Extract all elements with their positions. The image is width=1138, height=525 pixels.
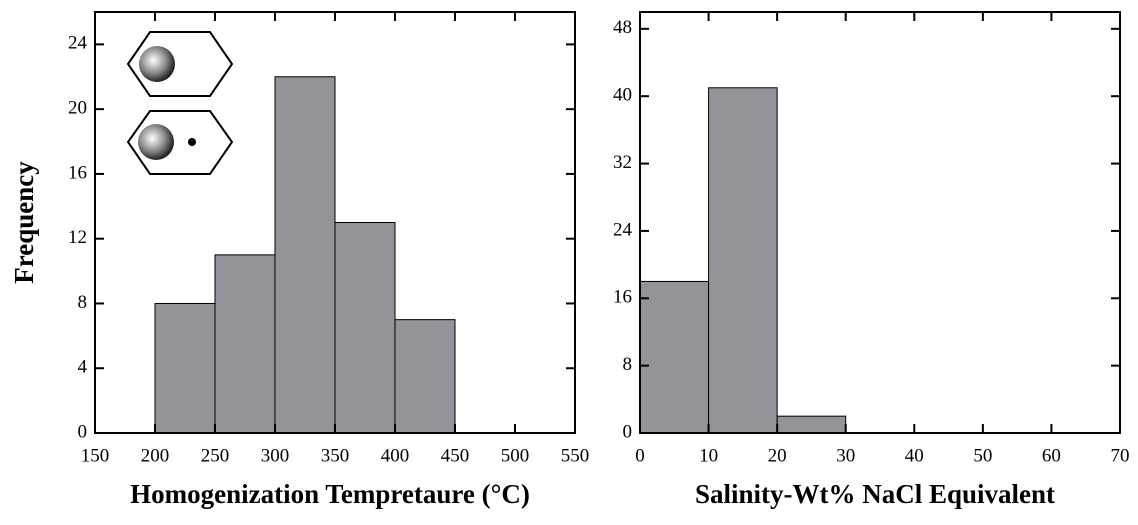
y-tick-label: 20 <box>68 98 87 119</box>
bar <box>154 302 216 434</box>
x-tick-label: 200 <box>141 445 170 466</box>
x-axis-label: Homogenization Tempretaure (°C) <box>130 479 530 509</box>
solid-icon <box>188 138 196 146</box>
y-tick-label: 32 <box>613 152 632 173</box>
x-tick-label: 350 <box>321 445 350 466</box>
y-tick-label: 0 <box>78 421 88 442</box>
y-tick-label: 4 <box>78 357 88 378</box>
y-tick-label: 0 <box>623 421 633 442</box>
y-tick-label: 8 <box>623 354 633 375</box>
bar <box>334 222 396 434</box>
x-tick-label: 400 <box>381 445 410 466</box>
y-tick-label: 24 <box>613 219 633 240</box>
bar <box>274 76 336 434</box>
bar <box>639 280 710 434</box>
x-axis-label: Salinity-Wt% NaCl Equivalent <box>695 479 1055 509</box>
x-tick-label: 450 <box>441 445 470 466</box>
y-tick-label: 16 <box>613 287 632 308</box>
y-tick-label: 12 <box>68 227 87 248</box>
histogram-panel: 0 10 20 30 40 50 60 70 0 8 16 24 32 40 48 Salinity-Wt% … <box>613 11 1130 509</box>
x-tick-label: 10 <box>699 445 718 466</box>
bar <box>708 87 778 434</box>
y-tick-label: 48 <box>613 17 632 38</box>
bar <box>214 254 276 434</box>
bubble-icon <box>139 46 175 82</box>
y-tick-label: 24 <box>68 33 88 54</box>
bubble-icon <box>138 124 174 160</box>
y-axis-label: Frequency <box>9 161 39 284</box>
x-tick-label: 40 <box>905 445 924 466</box>
x-tick-label: 300 <box>261 445 290 466</box>
bar <box>776 415 847 434</box>
x-tick-label: 30 <box>836 445 855 466</box>
plot-frame <box>639 11 1121 434</box>
x-tick-label: 20 <box>768 445 787 466</box>
bar <box>394 319 456 434</box>
x-tick-label: 150 <box>81 445 110 466</box>
y-tick-label: 40 <box>613 85 632 106</box>
x-tick-label: 0 <box>635 445 645 466</box>
x-tick-label: 250 <box>201 445 230 466</box>
x-tick-label: 50 <box>973 445 992 466</box>
x-tick-label: 550 <box>561 445 590 466</box>
inclusion-icons <box>126 31 234 175</box>
y-tick-label: 8 <box>78 292 88 313</box>
y-tick-label: 16 <box>68 162 87 183</box>
x-tick-label: 60 <box>1042 445 1061 466</box>
x-tick-label: 70 <box>1111 445 1130 466</box>
x-tick-label: 500 <box>501 445 530 466</box>
histogram-panel: 150 200 250 300 350 400 450 500 550 0 4 8 12 16 20 24 Ho… <box>9 11 590 509</box>
